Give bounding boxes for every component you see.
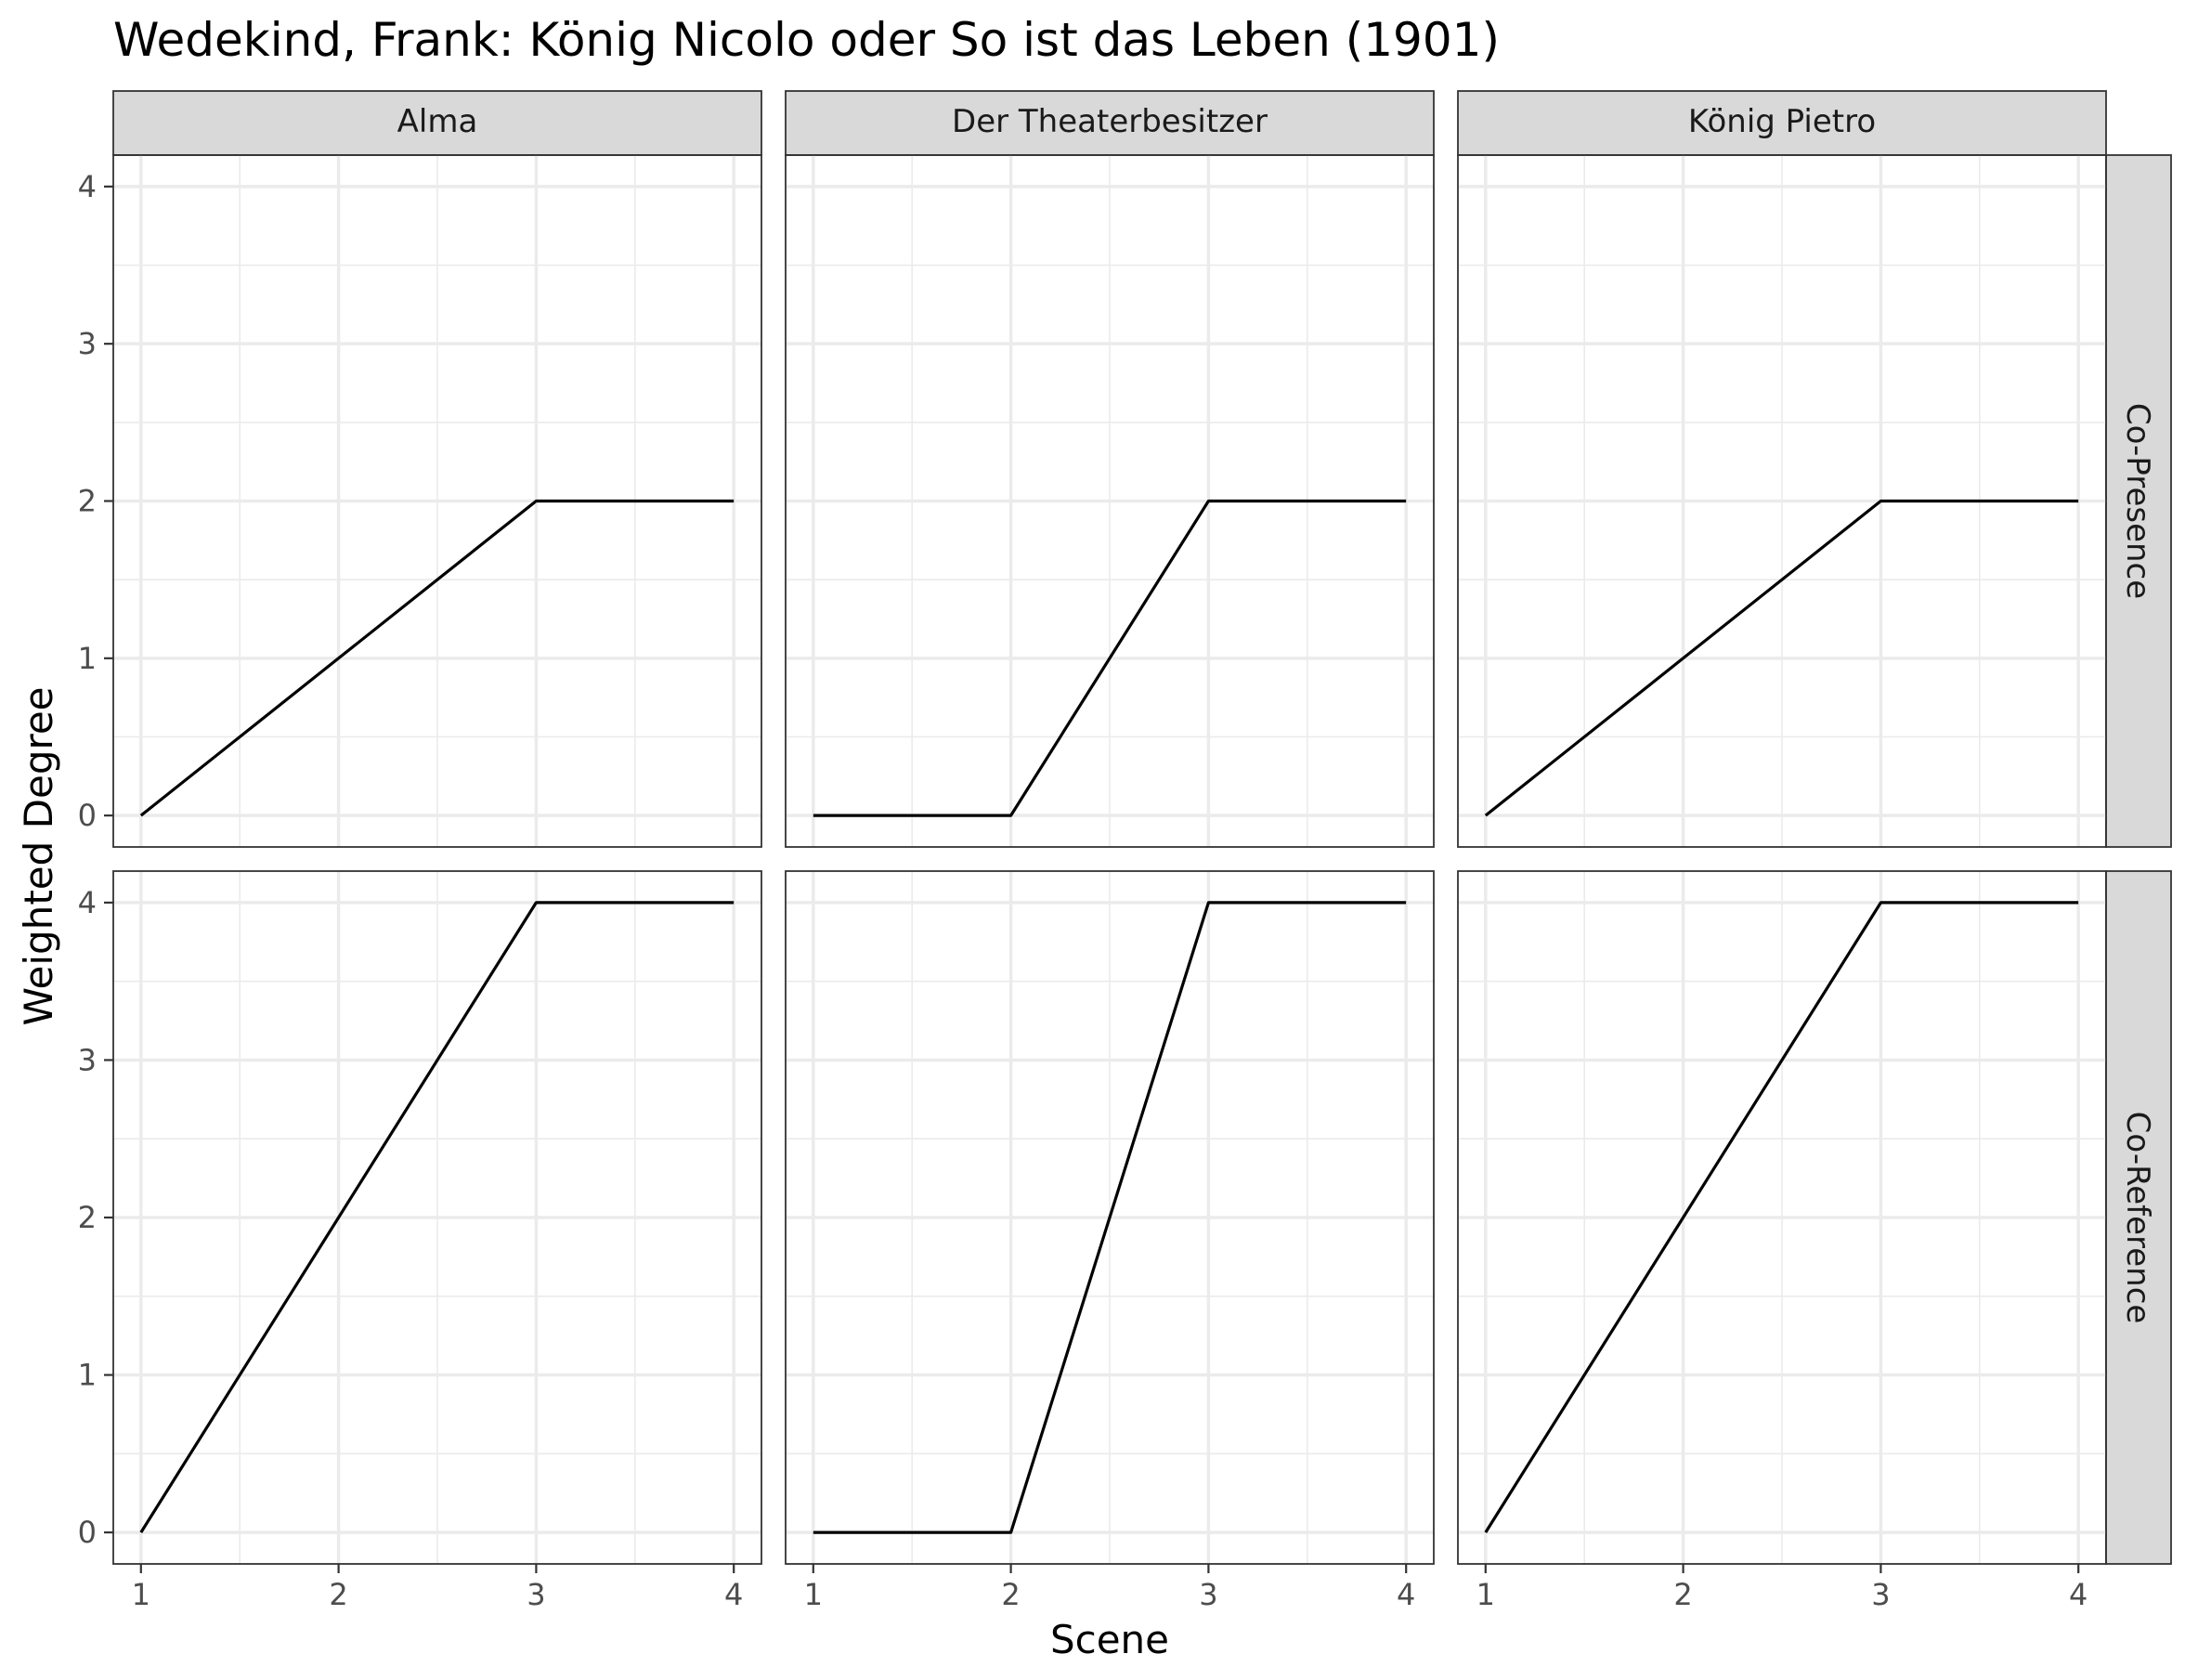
x-tick-label: 3 [527,1577,545,1612]
panel [112,154,762,848]
y-tick-label: 1 [78,1358,97,1393]
x-tick-label: 1 [1476,1577,1495,1612]
y-tick-label: 2 [78,484,97,519]
facet-strip-row [2105,154,2172,848]
panel [1457,870,2107,1565]
x-tick-label: 3 [1199,1577,1217,1612]
facet-label-row: Co-Reference [2119,1112,2156,1324]
x-tick-label: 2 [329,1577,347,1612]
panel-border [785,870,1435,1565]
series-line [1484,499,2079,817]
y-tick-label: 4 [78,885,97,920]
panel-border [785,154,1435,848]
facet-label-column: Alma [397,103,478,140]
y-tick-label: 1 [78,641,97,676]
facet-strip-column [112,90,762,156]
panel [785,154,1435,848]
panel [1457,154,2107,848]
y-tick-label: 4 [78,169,97,204]
x-tick-label: 2 [1001,1577,1020,1612]
series-line [813,499,1407,817]
series-line [139,499,735,817]
facet-label-row: Co-Presence [2119,403,2156,599]
x-tick-label: 3 [1871,1577,1890,1612]
y-tick-label: 2 [78,1200,97,1235]
facet-strip-row [2105,870,2172,1565]
panel-grid: Alma Der Theaterbesitzer König Pietro Co-Pr… [78,90,2172,1612]
y-tick-label: 0 [78,1515,97,1550]
series-line [813,901,1407,1534]
chart-title: Wedekind, Frank: König Nicolo oder So is… [113,13,1500,67]
facet-label-column: Der Theaterbesitzer [952,103,1268,140]
panel-border [1457,154,2107,848]
x-tick-label: 1 [132,1577,150,1612]
x-tick-label: 4 [2069,1577,2087,1612]
series-line [1484,901,2079,1533]
y-tick-label: 0 [78,798,97,833]
facet-strip-column [1457,90,2107,156]
x-axis-title: Scene [1050,1617,1169,1662]
panel [785,870,1435,1565]
y-axis-title: Weighted Degree [16,686,61,1025]
facet-label-column: König Pietro [1688,103,1876,140]
series-line [139,901,735,1533]
x-tick-label: 2 [1673,1577,1692,1612]
x-tick-label: 4 [1397,1577,1415,1612]
x-tick-label: 4 [724,1577,743,1612]
y-tick-label: 3 [78,1042,97,1077]
y-tick-label: 3 [78,326,97,361]
facet-strip-column [785,90,1435,156]
x-tick-label: 1 [804,1577,823,1612]
panel-border [1457,870,2107,1565]
panel [112,870,762,1565]
